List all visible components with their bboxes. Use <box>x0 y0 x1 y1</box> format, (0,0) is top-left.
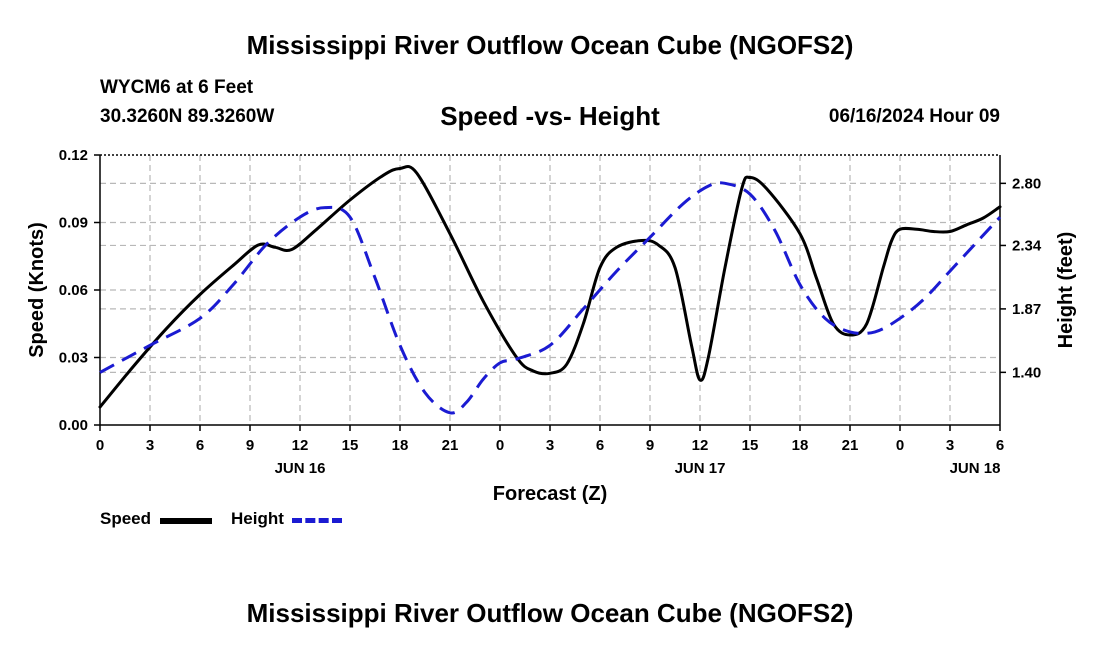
x-tick-label: 18 <box>392 437 409 454</box>
x-date-label: JUN 17 <box>675 460 726 477</box>
forecast-datetime: 06/16/2024 Hour 09 <box>828 106 1000 127</box>
y2-axis-title: Height (feet) <box>1055 232 1077 349</box>
x-tick-label: 15 <box>742 437 759 454</box>
y2-tick-label: 1.40 <box>1012 364 1041 381</box>
y-tick-label: 0.03 <box>59 350 88 367</box>
y-tick-label: 0.09 <box>59 215 88 232</box>
station-label: WYCM6 at 6 Feet <box>100 77 254 98</box>
y-tick-label: 0.12 <box>59 147 88 164</box>
series-line-height <box>99 181 1002 415</box>
x-tick-label: 12 <box>692 437 709 454</box>
x-tick-label: 21 <box>842 437 859 454</box>
x-axis-title: Forecast (Z) <box>493 483 607 505</box>
x-tick-label: 3 <box>546 437 554 454</box>
legend-height-swatch <box>292 518 342 523</box>
chart-subtitle: Speed -vs- Height <box>440 101 660 131</box>
x-tick-label: 21 <box>442 437 459 454</box>
legend-speed-swatch <box>160 518 212 524</box>
y2-tick-label: 1.87 <box>1012 301 1041 318</box>
y2-tick-label: 2.80 <box>1012 175 1041 192</box>
x-date-label: JUN 18 <box>950 460 1001 477</box>
x-tick-label: 9 <box>246 437 254 454</box>
x-tick-label: 3 <box>146 437 154 454</box>
chart-title: Mississippi River Outflow Ocean Cube (NG… <box>246 30 854 60</box>
coordinates-label: 30.3260N 89.3260W <box>100 106 275 127</box>
x-tick-label: 0 <box>496 437 504 454</box>
x-date-label: JUN 16 <box>275 460 326 477</box>
legend-height-label: Height <box>231 509 284 528</box>
y2-tick-label: 2.34 <box>1012 237 1042 254</box>
x-tick-label: 18 <box>792 437 809 454</box>
x-tick-label: 6 <box>596 437 604 454</box>
footer-title: Mississippi River Outflow Ocean Cube (NG… <box>246 598 854 628</box>
y-tick-label: 0.06 <box>59 282 88 299</box>
x-tick-label: 6 <box>996 437 1004 454</box>
series-line-speed <box>98 165 1002 409</box>
y-tick-label: 0.00 <box>59 417 88 434</box>
x-tick-label: 3 <box>946 437 954 454</box>
x-tick-label: 0 <box>896 437 904 454</box>
x-tick-label: 6 <box>196 437 204 454</box>
x-tick-label: 12 <box>292 437 309 454</box>
x-tick-label: 0 <box>96 437 104 454</box>
legend-speed-label: Speed <box>100 509 152 528</box>
x-tick-label: 9 <box>646 437 654 454</box>
x-tick-label: 15 <box>342 437 359 454</box>
y-axis-title: Speed (Knots) <box>26 222 48 358</box>
